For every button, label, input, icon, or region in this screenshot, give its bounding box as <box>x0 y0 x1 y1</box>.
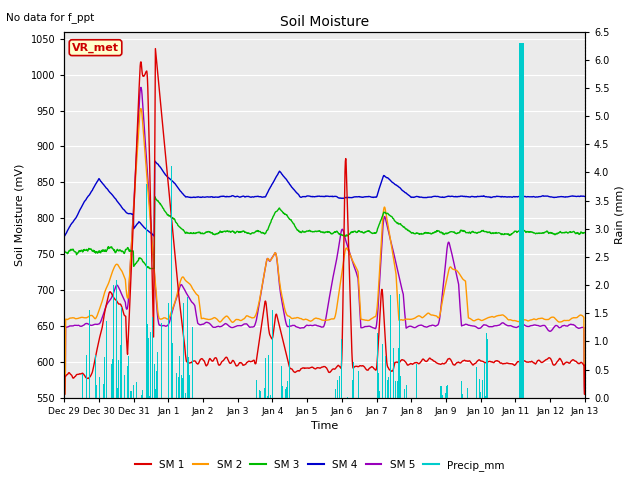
Text: VR_met: VR_met <box>72 43 119 53</box>
Y-axis label: Rain (mm): Rain (mm) <box>615 185 625 244</box>
Legend: SM 1, SM 2, SM 3, SM 4, SM 5, Precip_mm: SM 1, SM 2, SM 3, SM 4, SM 5, Precip_mm <box>131 456 509 475</box>
X-axis label: Time: Time <box>311 421 338 432</box>
Y-axis label: Soil Moisture (mV): Soil Moisture (mV) <box>15 164 25 266</box>
Text: No data for f_ppt: No data for f_ppt <box>6 12 95 23</box>
Title: Soil Moisture: Soil Moisture <box>280 15 369 29</box>
